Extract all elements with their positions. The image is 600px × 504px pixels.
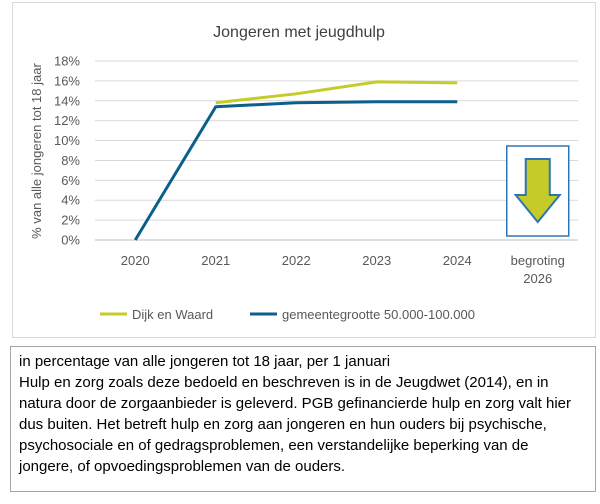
legend: Dijk en Waard gemeentegrootte 50.000-100.… xyxy=(100,307,475,322)
note-line: jongere, of opvoedingsproblemen van de o… xyxy=(19,458,346,475)
chart: Jongeren met jeugdhulp 0% 2% 4% 6% 8% 10% 12% 1… xyxy=(29,24,578,322)
note-line: natura door de zorgaanbieder is geleverd… xyxy=(19,395,572,412)
series-lines xyxy=(133,80,458,241)
gridlines xyxy=(95,60,578,241)
y-tick-label: 16% xyxy=(54,73,80,88)
x-tick-labels: 2020 2021 2022 2023 2024 begroting 2026 xyxy=(121,253,565,286)
chart-note: in percentage van alle jongeren tot 18 j… xyxy=(10,346,596,492)
y-tick-label: 8% xyxy=(61,153,80,168)
chart-frame xyxy=(12,2,596,338)
note-line: in percentage van alle jongeren tot 18 j… xyxy=(19,353,391,370)
x-tick-label-line: 2020 xyxy=(121,253,150,268)
x-tick-label-line: begroting xyxy=(511,253,565,268)
y-tick-label: 6% xyxy=(61,173,80,188)
y-tick-label: 10% xyxy=(54,133,80,148)
annotation xyxy=(506,145,570,237)
note-line: dus buiten. Het betreft hulp en zorg aan… xyxy=(19,416,547,433)
chart-title: Jongeren met jeugdhulp xyxy=(213,24,385,41)
x-tick-label: 2024 xyxy=(443,253,472,268)
y-tick-label: 14% xyxy=(54,93,80,108)
legend-label: gemeentegrootte 50.000-100.000 xyxy=(282,307,475,322)
y-tick-label: 0% xyxy=(61,233,80,248)
x-tick-label: 2021 xyxy=(201,253,230,268)
x-tick-label-line: 2023 xyxy=(362,253,391,268)
x-tick-label-line: 2026 xyxy=(523,271,552,286)
x-tick-label: 2020 xyxy=(121,253,150,268)
x-tick-label: 2023 xyxy=(362,253,391,268)
x-tick-label: 2022 xyxy=(282,253,311,268)
note-line: Hulp en zorg zoals deze bedoeld en besch… xyxy=(19,374,549,391)
x-tick-label-line: 2021 xyxy=(201,253,230,268)
y-axis-label: % van alle jongeren tot 18 jaar xyxy=(29,63,44,239)
legend-label: Dijk en Waard xyxy=(132,307,213,322)
y-tick-label: 4% xyxy=(61,193,80,208)
series-line xyxy=(133,100,458,241)
down-arrow-icon xyxy=(513,158,562,224)
y-tick-label: 12% xyxy=(54,113,80,128)
series-line xyxy=(215,80,458,105)
x-tick-label: begroting 2026 xyxy=(511,253,565,286)
y-tick-labels: 0% 2% 4% 6% 8% 10% 12% 14% 16% 18% xyxy=(54,54,80,248)
x-tick-label-line: 2022 xyxy=(282,253,311,268)
y-tick-label: 18% xyxy=(54,54,80,69)
note-line: psychosociale en of gedragsproblemen, ee… xyxy=(19,437,529,454)
y-tick-label: 2% xyxy=(61,213,80,228)
x-tick-label-line: 2024 xyxy=(443,253,472,268)
